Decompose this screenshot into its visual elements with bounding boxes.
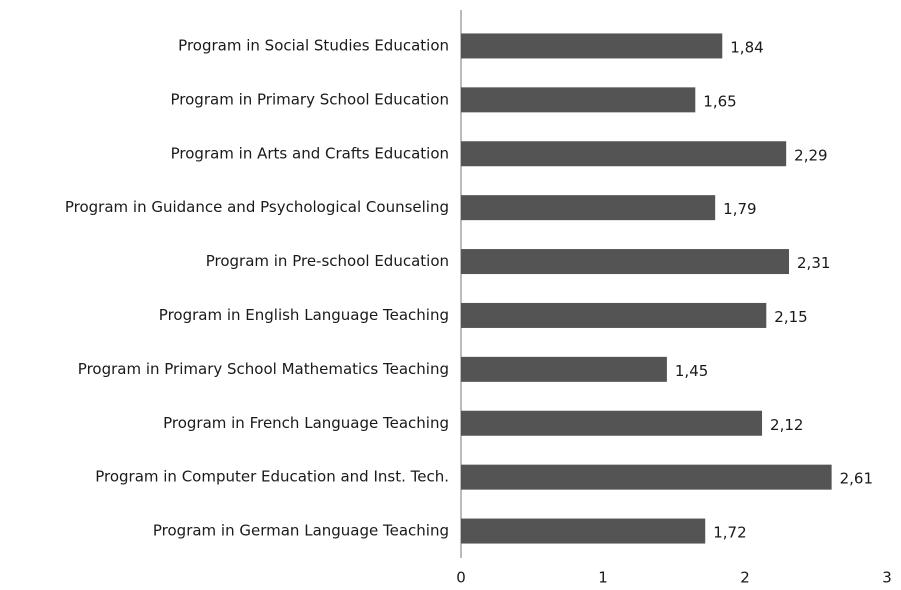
x-tick-label: 0	[456, 569, 466, 587]
bar	[461, 141, 787, 167]
value-label: 2,12	[770, 416, 803, 434]
x-tick-label: 2	[740, 569, 750, 587]
bar	[461, 249, 790, 275]
y-tick-label: Program in Primary School Mathematics Te…	[78, 360, 449, 378]
y-tick-label: Program in Computer Education and Inst. …	[95, 468, 449, 486]
bar	[461, 302, 767, 328]
value-label: 1,72	[713, 524, 746, 542]
bar	[461, 87, 696, 113]
y-tick-label: Program in German Language Teaching	[153, 522, 449, 540]
value-label: 2,61	[840, 470, 873, 488]
value-label: 1,79	[723, 200, 756, 218]
y-tick-label: Program in Social Studies Education	[178, 36, 449, 54]
y-tick-label: Program in English Language Teaching	[159, 306, 449, 324]
value-label: 2,29	[794, 146, 827, 164]
bar	[461, 356, 667, 382]
x-tick-label: 1	[598, 569, 608, 587]
bar	[461, 518, 706, 544]
y-tick-label: Program in Arts and Crafts Education	[171, 144, 449, 162]
value-label: 2,31	[797, 254, 830, 272]
value-label: 1,45	[675, 362, 708, 380]
y-tick-label: Program in Primary School Education	[171, 90, 449, 108]
bar	[461, 33, 723, 59]
bar	[461, 410, 763, 436]
value-label: 1,65	[703, 92, 736, 110]
bar	[461, 464, 832, 490]
x-tick-label: 3	[882, 569, 892, 587]
y-tick-label: Program in Guidance and Psychological Co…	[65, 198, 449, 216]
bar	[461, 195, 716, 221]
y-tick-label: Program in Pre-school Education	[206, 252, 449, 270]
y-tick-label: Program in French Language Teaching	[163, 414, 449, 432]
value-label: 1,84	[730, 38, 763, 56]
value-label: 2,15	[774, 308, 807, 326]
